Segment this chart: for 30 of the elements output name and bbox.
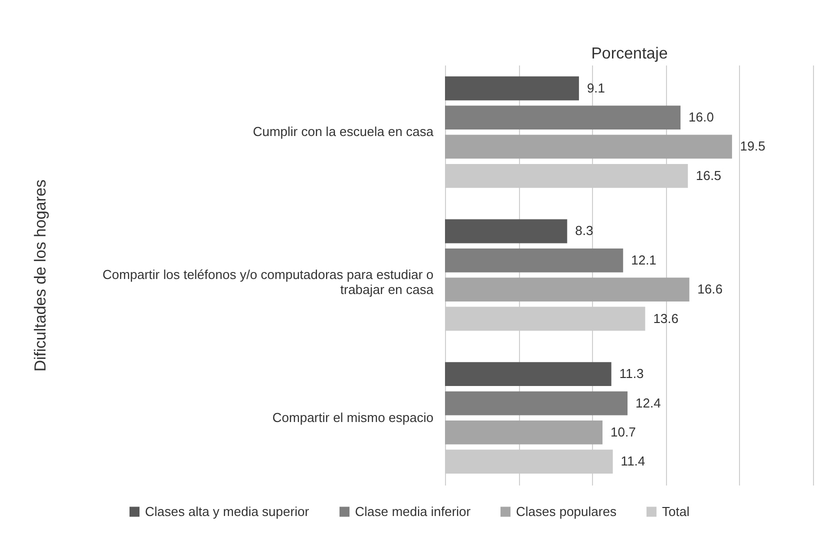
bar [445,248,624,272]
data-label: 16.5 [696,168,722,183]
data-label: 9.1 [586,80,606,96]
bar [445,219,568,244]
legend-label: Total [662,504,690,519]
data-label: 19.5 [740,138,766,154]
y-tick-label: Compartir los teléfonos y/o computadoras para estudiar o trabajar en casa [102,267,434,297]
bar [445,76,579,100]
data-label: 11.3 [619,366,644,382]
bar [445,362,612,386]
y-tick-label: Compartir el mismo espacio [272,410,434,425]
bar [445,278,690,302]
data-label: 13.6 [653,310,679,326]
y-tick-label: Cumplir con la escuela en casa [252,124,434,140]
legend-label: Clases populares [516,504,617,519]
bar [445,420,603,444]
legend-label: Clase media inferior [355,504,472,519]
data-label: 11.4 [620,454,646,469]
data-label: 12.4 [636,395,661,410]
data-label: 8.3 [575,223,594,238]
data-label: 12.1 [631,252,656,268]
bar [445,134,732,159]
legend-label: Clases alta y media superior [145,504,310,519]
y-axis-title: Dificultades de los hogares [32,179,50,372]
data-label: 16.0 [688,110,714,125]
data-label: 10.7 [610,424,636,440]
bar [445,391,628,416]
x-axis-title: Porcentaje [591,46,668,62]
bar [445,106,681,130]
data-label: 16.6 [697,282,723,297]
